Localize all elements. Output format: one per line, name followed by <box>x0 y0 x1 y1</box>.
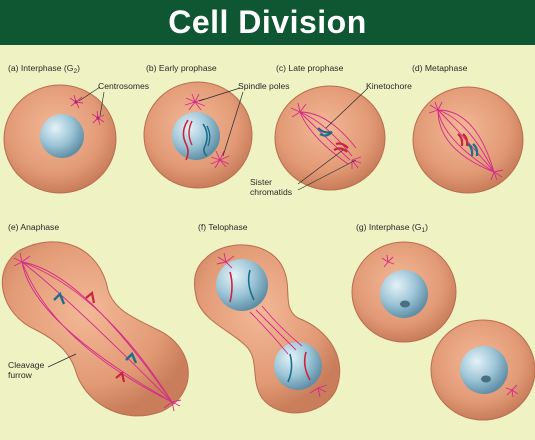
centrosome-g-1 <box>381 254 395 268</box>
nucleus-g-1 <box>380 270 428 318</box>
pointer-sister-1 <box>297 149 344 185</box>
nucleus-b <box>172 112 220 160</box>
chromosome-e-4 <box>115 370 126 383</box>
centrosome-a-1 <box>69 94 84 109</box>
stage-a-interphase-g2: (a) Interphase (G2) Centrosomes <box>3 63 149 194</box>
stage-b-early-prophase: (b) Early prophase Spindle poles <box>143 63 290 189</box>
stage-e-anaphase: (e) Anaphase Cleavage furrow <box>1 222 189 417</box>
chromosome-e-2 <box>85 290 96 304</box>
chromosome-c-teal <box>317 127 333 137</box>
nucleus-f-1 <box>216 259 268 311</box>
nucleolus-g-2 <box>481 375 491 383</box>
spindle-c <box>290 102 362 169</box>
chromosome-b-4 <box>206 125 211 147</box>
chromosome-f-2 <box>247 269 255 301</box>
caption-e: (e) Anaphase <box>8 222 59 232</box>
chromosome-d-teal <box>467 143 479 157</box>
chromosome-d-red <box>457 133 469 147</box>
stage-c-late-prophase: (c) Late prophase Kinetochore Sister chr… <box>250 63 412 197</box>
label-furrow: furrow <box>8 370 33 380</box>
pointer-kinetochore <box>325 87 369 129</box>
cell-c <box>274 85 386 191</box>
caption-g: (g) Interphase (G1) <box>356 222 428 234</box>
cell-d <box>412 86 524 194</box>
pointer-spindle-2 <box>222 91 244 157</box>
caption-d: (d) Metaphase <box>412 63 468 73</box>
spindle-d <box>428 101 504 181</box>
centrosome-a-2 <box>91 110 105 126</box>
pointer-centrosome-2 <box>99 91 105 117</box>
page-title: Cell Division <box>168 4 367 40</box>
title-banner: Cell Division <box>0 0 535 45</box>
chromosome-b-2 <box>188 120 193 146</box>
label-centrosomes: Centrosomes <box>98 81 149 91</box>
chromosome-b-3 <box>202 123 208 157</box>
label-cleavage: Cleavage <box>8 360 45 370</box>
pointer-cleavage <box>47 353 77 368</box>
spindle-f <box>216 252 328 398</box>
chromosome-f-1 <box>229 271 233 303</box>
label-sister: Sister <box>250 177 272 187</box>
label-chromatids: chromatids <box>250 187 292 197</box>
stage-f-telophase: (f) Telophase <box>193 222 341 414</box>
pointer-spindle-1 <box>198 87 241 102</box>
nucleus-a <box>40 114 84 158</box>
caption-c: (c) Late prophase <box>276 63 344 73</box>
chromosome-e-1 <box>53 291 66 305</box>
nucleolus-g-1 <box>400 300 410 308</box>
spindle-e <box>13 252 182 412</box>
caption-f: (f) Telophase <box>198 222 248 232</box>
stage-d-metaphase: (d) Metaphase <box>412 63 524 194</box>
centrosome-g-2 <box>505 384 519 398</box>
label-spindle-poles: Spindle poles <box>238 81 290 91</box>
aster-b-2 <box>210 150 230 169</box>
stage-g-interphase-g1: (g) Interphase (G1) <box>351 222 535 421</box>
chromosome-f-3 <box>287 353 293 383</box>
label-kinetochore: Kinetochore <box>366 81 412 91</box>
pointer-centrosome-1 <box>78 86 101 102</box>
chromosome-b-1 <box>182 119 189 161</box>
chromosome-e-3 <box>125 351 138 364</box>
pointer-sister-2 <box>297 159 357 191</box>
chromosome-c-red <box>333 142 349 153</box>
chromosome-f-4 <box>303 351 311 381</box>
caption-a: (a) Interphase (G2) <box>8 63 80 75</box>
caption-b: (b) Early prophase <box>146 63 217 73</box>
nucleus-g-2 <box>460 346 508 394</box>
nucleus-f-2 <box>274 342 322 390</box>
